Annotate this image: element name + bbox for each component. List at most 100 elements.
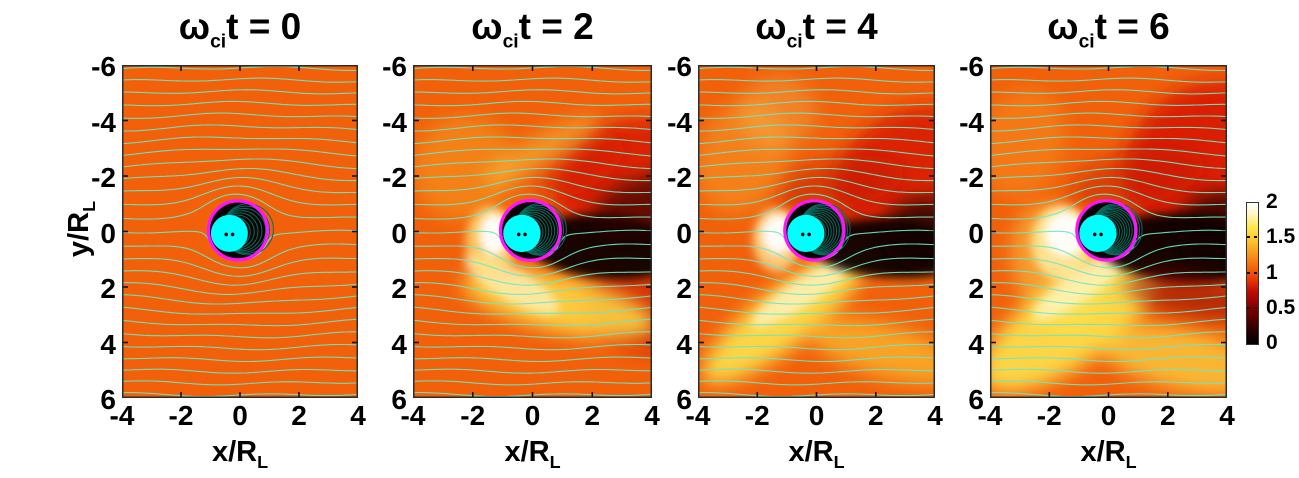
x-tick-label: -4 <box>109 400 135 431</box>
obstacle-core <box>210 214 248 252</box>
y-tick-label: 6 <box>968 384 984 415</box>
x-axis-label-text: x/R <box>211 436 258 468</box>
core-dot-left <box>516 232 521 237</box>
colorbar-tick-mark <box>1254 271 1257 274</box>
x-tick-label: 4 <box>644 400 660 431</box>
x-axis-label-subscript: L <box>549 451 561 472</box>
x-tick-label: -4 <box>400 400 426 431</box>
title-equation: t = 4 <box>802 6 878 47</box>
y-tick-label: 4 <box>676 328 692 360</box>
core-dot-left <box>1092 232 1097 237</box>
panel-plot <box>698 65 935 398</box>
panel-title-t2: ωcit = 2 <box>471 2 593 52</box>
core-dot-left <box>224 232 228 237</box>
plot-border <box>122 65 358 398</box>
omega-symbol: ω <box>755 6 787 47</box>
y-tick-label: -2 <box>382 162 407 193</box>
y-axis-label-subscript: L <box>78 200 99 212</box>
panel-plot <box>122 65 358 398</box>
y-tick-label: -4 <box>91 106 116 138</box>
x-axis-label: x/RL <box>788 436 844 473</box>
panel-title-t0: ωcit = 0 <box>179 2 301 52</box>
colorbar-tick-label: 0 <box>1266 331 1278 354</box>
x-tick-label: -4 <box>977 400 1003 431</box>
y-tick-label: -2 <box>959 162 984 193</box>
x-tick-label: 2 <box>584 400 601 431</box>
y-tick-label: 2 <box>391 273 407 304</box>
y-tick-label: -6 <box>91 51 116 82</box>
y-tick-label: 0 <box>391 217 407 249</box>
core-dot-right <box>807 232 811 237</box>
colorbar-tick-mark <box>1247 306 1250 309</box>
x-axis-label-subscript: L <box>1125 451 1137 472</box>
x-tick-label: 2 <box>291 400 307 431</box>
colorbar-tick-mark <box>1254 236 1257 239</box>
y-tick-label: 0 <box>676 217 692 249</box>
obstacle-core <box>1079 214 1117 252</box>
title-subscript: ci <box>786 31 803 53</box>
y-tick-label: 0 <box>100 217 116 249</box>
colorbar <box>1246 202 1259 345</box>
panel-plot-wrap-t4 <box>698 65 935 398</box>
x-tick-label: -2 <box>168 400 194 431</box>
y-tick-label: 4 <box>100 328 116 360</box>
x-tick-label: 0 <box>524 400 541 431</box>
y-tick-label: 4 <box>968 328 984 360</box>
streamlines <box>698 65 935 398</box>
x-tick-label: 4 <box>927 400 943 431</box>
x-tick-label: -2 <box>744 400 770 431</box>
colorbar-tick-label: 1 <box>1266 260 1278 284</box>
plot-border <box>990 65 1227 398</box>
obstacle <box>206 199 274 262</box>
y-tick-label: -6 <box>667 51 692 82</box>
core-dot-right <box>230 232 235 237</box>
y-tick-label: 4 <box>391 328 407 360</box>
streamlines <box>990 65 1227 398</box>
x-tick-label: -4 <box>685 400 711 431</box>
x-axis-label: x/RL <box>212 436 268 473</box>
omega-symbol: ω <box>1047 6 1079 47</box>
y-tick-label: 2 <box>968 273 984 304</box>
title-subscript: ci <box>1078 31 1095 53</box>
panel-plot-wrap-t6 <box>990 65 1227 398</box>
y-tick-label: -6 <box>382 51 407 82</box>
omega-symbol: ω <box>471 6 503 47</box>
x-axis-label-subscript: L <box>257 451 269 472</box>
y-tick-label: -2 <box>91 162 116 193</box>
y-tick-label: 6 <box>100 384 116 415</box>
y-tick-label: -2 <box>667 162 692 193</box>
colorbar-tick-label: 1.5 <box>1266 225 1296 249</box>
x-axis-label-text: x/R <box>788 436 834 468</box>
x-tick-label: -2 <box>460 400 486 431</box>
y-tick-label: 6 <box>391 384 407 415</box>
plot-border <box>698 65 935 398</box>
x-tick-label: 0 <box>1100 400 1117 431</box>
panel-title-t6: ωcit = 6 <box>1047 2 1169 52</box>
panel-plot <box>413 65 652 398</box>
colorbar-tick-label: 0.5 <box>1266 295 1296 319</box>
omega-symbol: ω <box>178 6 211 47</box>
x-tick-label: 4 <box>350 400 366 431</box>
plot-border <box>413 65 652 398</box>
colorbar-tick-mark <box>1254 306 1257 309</box>
y-tick-label: 2 <box>676 273 692 304</box>
obstacle-boundary-ring <box>1075 199 1138 262</box>
y-tick-label: -4 <box>959 106 984 138</box>
core-dot-right <box>1099 232 1103 237</box>
obstacle-core <box>787 214 825 252</box>
x-tick-label: 2 <box>867 400 884 431</box>
title-subscript: ci <box>502 31 519 53</box>
panel-plot <box>990 65 1227 398</box>
x-axis-label: x/RL <box>504 436 560 473</box>
x-axis-label-subscript: L <box>833 451 845 472</box>
title-equation: t = 6 <box>1094 6 1170 47</box>
core-dot-right <box>523 232 527 237</box>
y-tick-label: 2 <box>100 273 116 304</box>
x-tick-label: 4 <box>1219 400 1235 431</box>
x-axis-label: x/RL <box>1080 436 1136 473</box>
core-dot-left <box>800 232 805 237</box>
colorbar-tick-label: 2 <box>1266 190 1278 213</box>
y-tick-label: 6 <box>676 384 692 415</box>
colorbar-tick-mark <box>1247 271 1250 274</box>
